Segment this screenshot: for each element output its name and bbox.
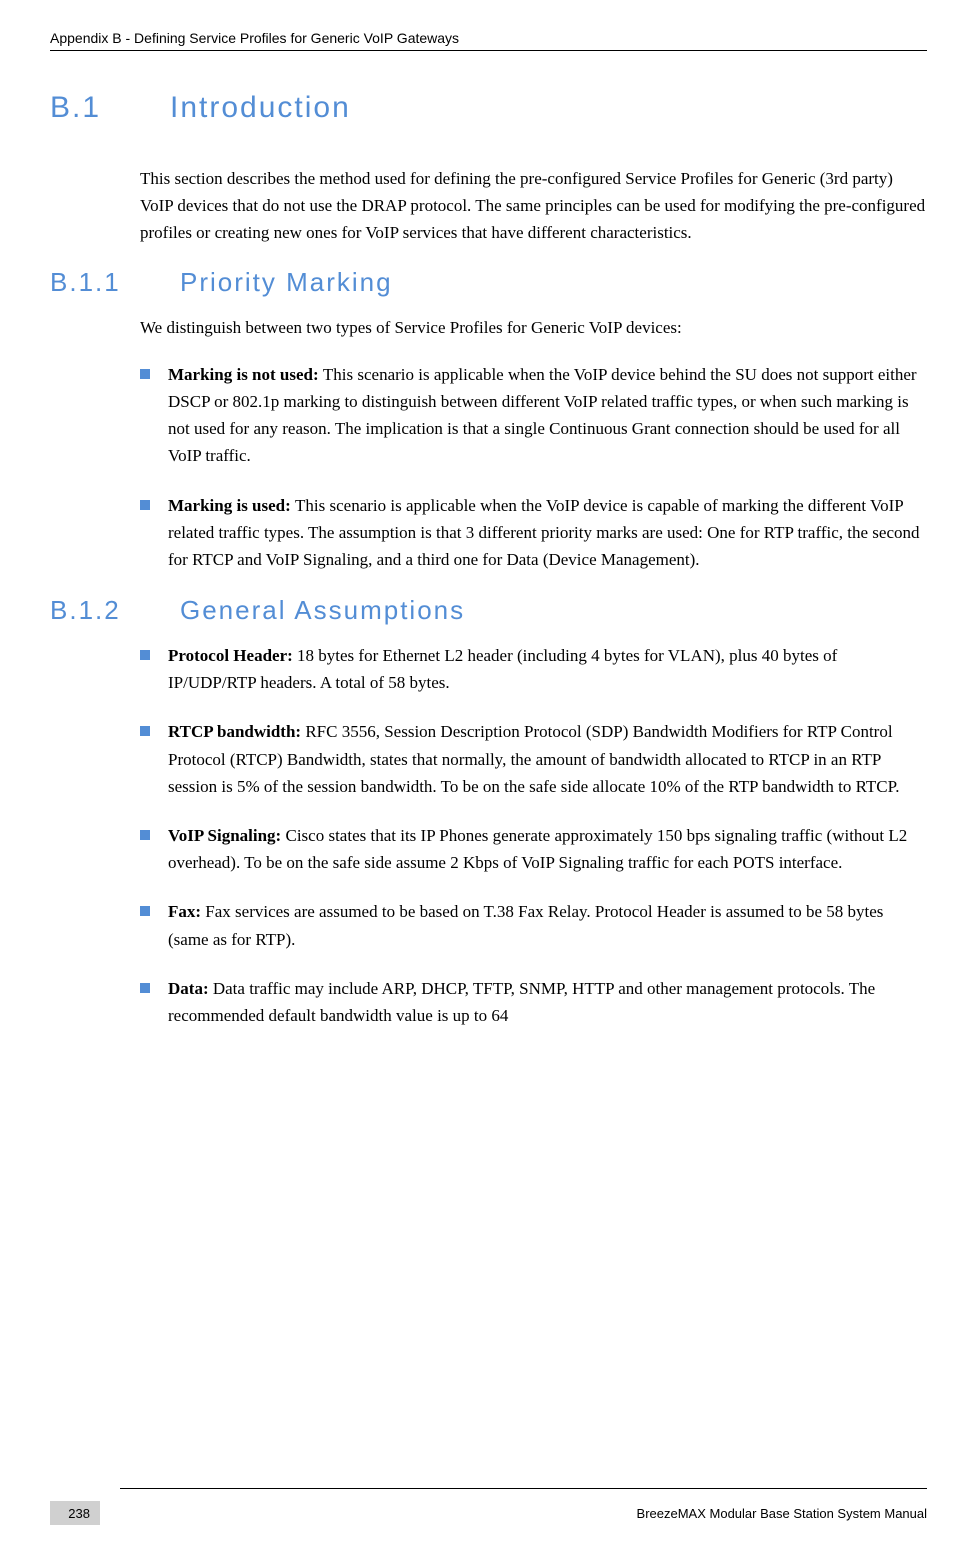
bullet-text: Fax: Fax services are assumed to be base… xyxy=(168,898,927,952)
bullet-square-icon xyxy=(140,830,150,840)
bullet-text: RTCP bandwidth: RFC 3556, Session Descri… xyxy=(168,718,927,800)
section-intro: We distinguish between two types of Serv… xyxy=(140,314,927,341)
bullet-square-icon xyxy=(140,369,150,379)
bullet-square-icon xyxy=(140,650,150,660)
heading-title: General Assumptions xyxy=(180,595,465,626)
intro-paragraph: This section describes the method used f… xyxy=(140,165,927,247)
bullet-lead: Marking is not used: xyxy=(168,365,323,384)
bullet-text: Marking is used: This scenario is applic… xyxy=(168,492,927,574)
bullet-rest: Data traffic may include ARP, DHCP, TFTP… xyxy=(168,979,875,1025)
heading-title: Priority Marking xyxy=(180,267,393,298)
footer-rule xyxy=(120,1488,927,1489)
bullet-square-icon xyxy=(140,500,150,510)
bullet-lead: Fax: xyxy=(168,902,205,921)
bullet-item: Fax: Fax services are assumed to be base… xyxy=(140,898,927,952)
heading-number: B.1.1 xyxy=(50,267,150,298)
bullet-lead: Data: xyxy=(168,979,213,998)
bullet-item: VoIP Signaling: Cisco states that its IP… xyxy=(140,822,927,876)
bullet-item: Marking is used: This scenario is applic… xyxy=(140,492,927,574)
bullet-lead: Marking is used: xyxy=(168,496,295,515)
heading-number: B.1.2 xyxy=(50,595,150,626)
page-number-tab: 238 xyxy=(50,1501,100,1525)
page-footer: 238 BreezeMAX Modular Base Station Syste… xyxy=(0,1488,977,1525)
bullet-item: Protocol Header: 18 bytes for Ethernet L… xyxy=(140,642,927,696)
bullet-text: Protocol Header: 18 bytes for Ethernet L… xyxy=(168,642,927,696)
bullet-square-icon xyxy=(140,906,150,916)
heading-number: B.1 xyxy=(50,91,130,125)
bullet-lead: RTCP bandwidth: xyxy=(168,722,305,741)
page-number: 238 xyxy=(68,1506,90,1521)
bullet-text: Data: Data traffic may include ARP, DHCP… xyxy=(168,975,927,1029)
bullet-item: Data: Data traffic may include ARP, DHCP… xyxy=(140,975,927,1029)
bullet-item: Marking is not used: This scenario is ap… xyxy=(140,361,927,470)
bullet-square-icon xyxy=(140,726,150,736)
bullet-square-icon xyxy=(140,983,150,993)
bullet-lead: Protocol Header: xyxy=(168,646,297,665)
running-header: Appendix B - Defining Service Profiles f… xyxy=(50,30,927,46)
bullet-text: VoIP Signaling: Cisco states that its IP… xyxy=(168,822,927,876)
heading-b1-2: B.1.2 General Assumptions xyxy=(50,595,927,626)
bullet-text: Marking is not used: This scenario is ap… xyxy=(168,361,927,470)
heading-b1-1: B.1.1 Priority Marking xyxy=(50,267,927,298)
footer-manual-title: BreezeMAX Modular Base Station System Ma… xyxy=(637,1506,927,1521)
heading-b1: B.1 Introduction xyxy=(50,91,927,125)
bullet-lead: VoIP Signaling: xyxy=(168,826,285,845)
header-rule xyxy=(50,50,927,51)
bullet-rest: Fax services are assumed to be based on … xyxy=(168,902,883,948)
heading-title: Introduction xyxy=(170,91,351,125)
bullet-item: RTCP bandwidth: RFC 3556, Session Descri… xyxy=(140,718,927,800)
